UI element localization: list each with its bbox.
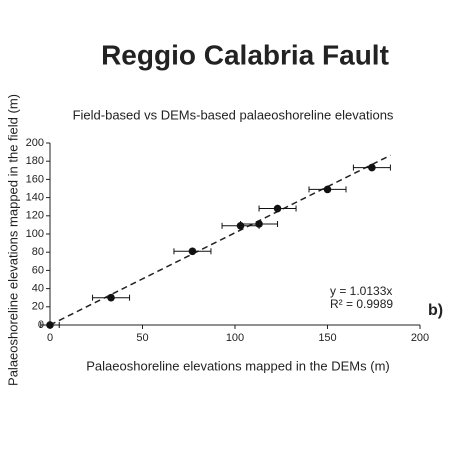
point [323, 185, 332, 194]
chart-title: Reggio Calabria Fault [101, 39, 389, 70]
x-tick-label: 50 [136, 332, 148, 344]
x-tick-label: 200 [411, 332, 429, 344]
panel-label: b) [428, 302, 443, 319]
y-tick-label: 200 [26, 137, 44, 149]
y-tick-label: 60 [32, 264, 44, 276]
chart-subtitle: Field-based vs DEMs-based palaeoshorelin… [73, 107, 394, 122]
x-tick-label: 150 [318, 332, 336, 344]
y-tick-label: 80 [32, 246, 44, 258]
x-tick-label: 0 [47, 332, 53, 344]
x-tick-label: 100 [226, 332, 244, 344]
trend-r2: R² = 0.9989 [330, 297, 393, 311]
point [188, 247, 197, 256]
point [255, 220, 263, 228]
y-tick-label: 40 [32, 283, 44, 295]
trend-equation: y = 1.0133x [330, 284, 392, 298]
y-axis-label: Palaeoshoreline elevations mapped in the… [5, 94, 20, 386]
point [107, 293, 115, 302]
y-tick-label: 180 [26, 155, 44, 167]
y-tick-label: 20 [32, 301, 44, 313]
point [368, 163, 376, 172]
y-tick-label: 160 [26, 173, 44, 185]
y-tick-label: 120 [26, 210, 44, 222]
trendline [49, 154, 391, 326]
y-tick-label: 140 [26, 192, 44, 204]
x-axis-label: Palaeoshoreline elevations mapped in the… [86, 358, 390, 373]
y-tick-label: 100 [26, 228, 44, 240]
point [46, 321, 54, 329]
point [273, 204, 282, 213]
